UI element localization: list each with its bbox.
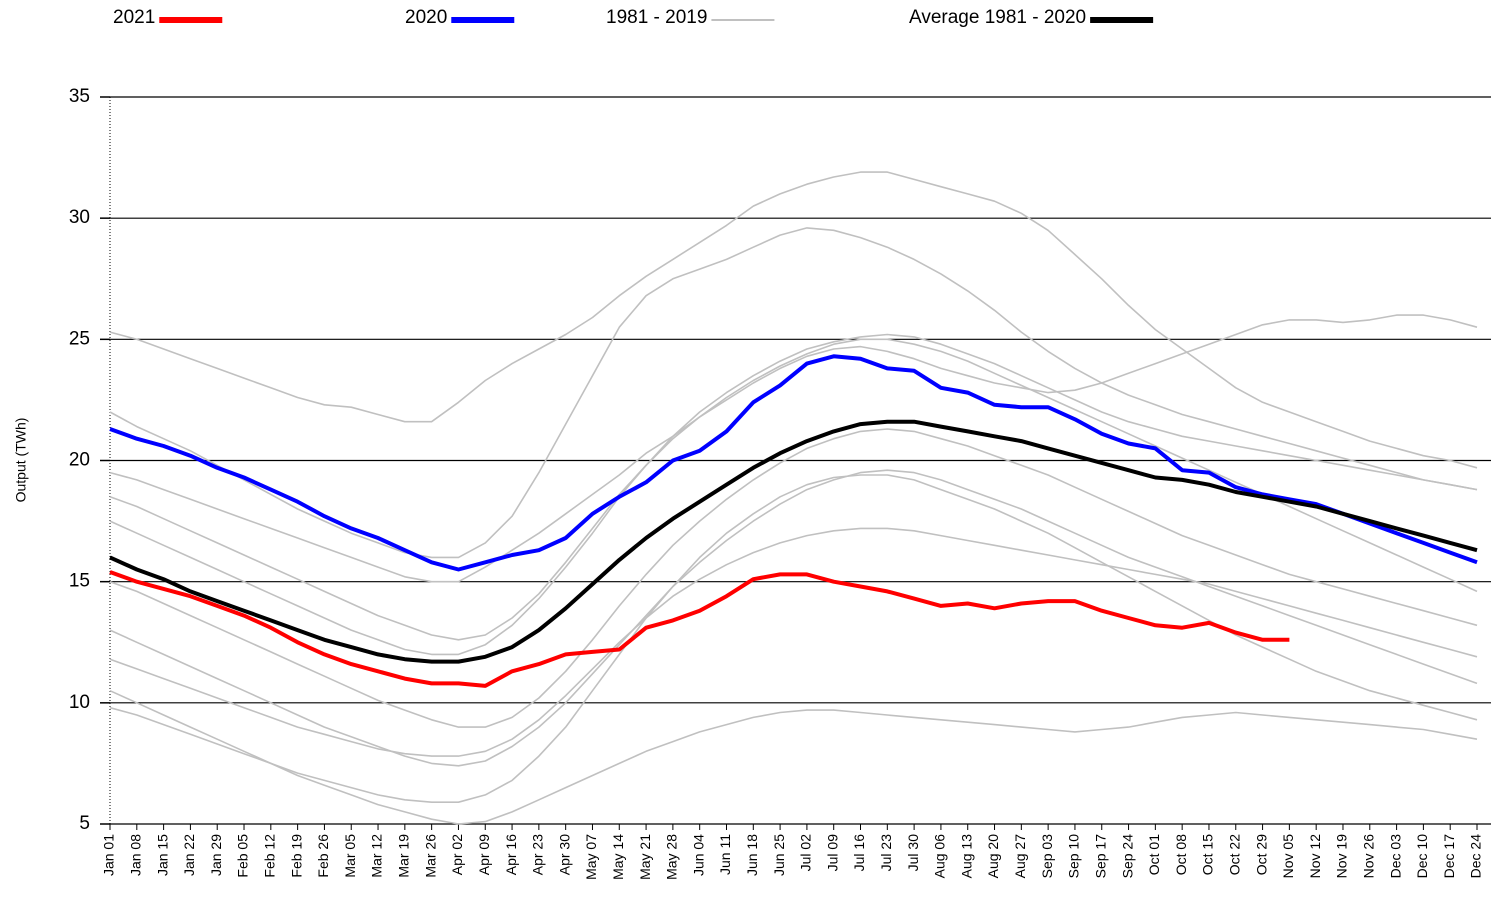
history-line <box>109 333 1478 656</box>
x-tick-label: Feb 12 <box>262 834 278 878</box>
x-tick-label: Aug 06 <box>932 834 948 879</box>
x-tick-label: May 14 <box>610 834 626 880</box>
x-tick-label: Nov 05 <box>1280 834 1296 879</box>
x-tick-label: Feb 26 <box>315 834 331 878</box>
y-tick-label: 20 <box>69 450 90 471</box>
series-line <box>109 354 1478 572</box>
x-tick-label: Jun 25 <box>771 834 787 876</box>
y-tick-label: 35 <box>69 86 90 107</box>
x-tick-label: Sep 24 <box>1119 834 1135 879</box>
history-line <box>109 338 1478 641</box>
x-tick-label: Oct 01 <box>1146 834 1162 875</box>
x-tick-label: Jan 22 <box>181 834 197 876</box>
series-line <box>109 419 1478 664</box>
x-tick-label: Jan 08 <box>128 834 144 876</box>
legend-label: Average 1981 - 2020 <box>909 7 1086 28</box>
x-tick-label: Nov 26 <box>1360 834 1376 879</box>
x-tick-label: Aug 20 <box>985 834 1001 879</box>
x-tick-label: Dec 17 <box>1441 834 1457 879</box>
x-tick-label: Jun 11 <box>717 834 733 875</box>
x-tick-label: Sep 03 <box>1039 834 1055 879</box>
x-tick-label: Dec 10 <box>1414 834 1430 879</box>
x-tick-label: Apr 30 <box>556 834 572 875</box>
y-tick-label: 25 <box>69 328 90 349</box>
y-tick-label: 10 <box>69 692 90 713</box>
x-tick-label: Dec 03 <box>1387 834 1403 879</box>
x-tick-label: Apr 16 <box>503 834 519 875</box>
x-tick-label: Jun 04 <box>690 834 706 876</box>
x-tick-label: May 28 <box>664 834 680 880</box>
y-axis-label: Output (TWh) <box>13 418 29 503</box>
x-tick-label: Jul 30 <box>905 834 921 872</box>
x-tick-label: Mar 26 <box>422 834 438 878</box>
x-tick-label: Dec 24 <box>1468 834 1484 879</box>
x-tick-label: Jul 09 <box>824 834 840 872</box>
x-tick-label: Jul 23 <box>878 834 894 872</box>
x-tick-label: Feb 05 <box>235 834 251 878</box>
history-line <box>109 469 1478 767</box>
x-tick-label: May 07 <box>583 834 599 880</box>
x-tick-label: Oct 15 <box>1200 834 1216 875</box>
history-line <box>109 314 1478 583</box>
history-line <box>109 227 1478 559</box>
x-tick-label: Oct 22 <box>1226 834 1242 875</box>
history-line <box>109 527 1478 757</box>
x-tick-label: Jan 01 <box>101 834 117 876</box>
series-line <box>109 570 1290 688</box>
y-tick-label: 5 <box>79 813 90 834</box>
history-line <box>109 689 1478 825</box>
x-tick-label: Mar 05 <box>342 834 358 878</box>
x-tick-label: Apr 23 <box>530 834 546 875</box>
legend-label: 2020 <box>405 7 447 28</box>
x-tick-label: Sep 10 <box>1066 834 1082 879</box>
x-tick-label: Mar 12 <box>369 834 385 878</box>
history-line <box>109 171 1478 469</box>
x-tick-label: Nov 19 <box>1334 834 1350 879</box>
x-tick-label: Jul 16 <box>851 834 867 872</box>
legend-label: 1981 - 2019 <box>606 7 707 28</box>
y-tick-label: 15 <box>69 571 90 592</box>
x-tick-label: Aug 13 <box>958 834 974 879</box>
x-tick-label: Jan 29 <box>208 834 224 876</box>
y-tick-label: 30 <box>69 207 90 228</box>
x-tick-label: Jul 02 <box>798 834 814 872</box>
x-tick-label: Nov 12 <box>1307 834 1323 879</box>
x-tick-label: Aug 27 <box>1012 834 1028 879</box>
x-tick-label: Sep 17 <box>1092 834 1108 879</box>
x-tick-label: Oct 08 <box>1173 834 1189 875</box>
x-tick-label: May 21 <box>637 834 653 880</box>
x-tick-label: Feb 19 <box>288 834 304 878</box>
history-line <box>109 474 1478 803</box>
history-line <box>109 428 1478 728</box>
legend-label: 2021 <box>113 7 155 28</box>
x-tick-label: Apr 02 <box>449 834 465 875</box>
x-tick-label: Mar 19 <box>396 834 412 878</box>
x-tick-label: Oct 29 <box>1253 834 1269 875</box>
x-tick-label: Jun 18 <box>744 834 760 876</box>
x-tick-label: Jan 15 <box>154 834 170 876</box>
x-tick-label: Apr 09 <box>476 834 492 875</box>
